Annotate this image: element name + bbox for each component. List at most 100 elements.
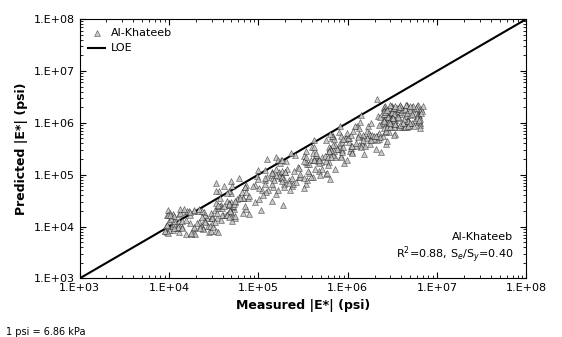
Al-Khateeb <box>260 177 269 183</box>
Al-Khateeb <box>386 110 395 115</box>
Al-Khateeb <box>230 215 239 220</box>
Al-Khateeb <box>226 201 235 207</box>
Al-Khateeb <box>350 123 359 128</box>
Al-Khateeb <box>411 111 420 116</box>
Al-Khateeb <box>375 134 384 140</box>
Al-Khateeb <box>359 132 368 137</box>
Al-Khateeb <box>389 111 398 117</box>
Al-Khateeb <box>271 191 280 197</box>
Al-Khateeb <box>165 227 174 232</box>
Al-Khateeb <box>201 212 210 217</box>
Al-Khateeb <box>348 149 357 155</box>
Al-Khateeb <box>305 170 314 176</box>
Al-Khateeb <box>408 111 417 116</box>
Al-Khateeb <box>242 207 251 212</box>
Al-Khateeb <box>413 116 422 121</box>
Al-Khateeb <box>224 201 233 207</box>
Al-Khateeb <box>207 215 216 221</box>
Al-Khateeb <box>245 193 254 199</box>
Al-Khateeb <box>169 212 178 217</box>
Al-Khateeb <box>372 96 381 101</box>
Al-Khateeb <box>163 208 172 213</box>
Al-Khateeb <box>225 188 234 193</box>
Al-Khateeb <box>167 223 176 228</box>
Al-Khateeb <box>382 128 391 134</box>
Al-Khateeb <box>386 120 395 126</box>
Al-Khateeb <box>178 218 187 224</box>
Al-Khateeb <box>398 107 407 112</box>
Al-Khateeb <box>396 103 405 109</box>
Al-Khateeb <box>189 207 198 213</box>
Al-Khateeb <box>329 142 338 147</box>
Al-Khateeb <box>178 209 187 215</box>
Al-Khateeb <box>211 207 220 212</box>
Al-Khateeb <box>255 196 264 201</box>
Al-Khateeb <box>330 154 339 159</box>
Al-Khateeb <box>258 187 267 192</box>
Al-Khateeb <box>204 223 213 228</box>
Al-Khateeb <box>196 223 205 228</box>
Al-Khateeb <box>365 130 374 136</box>
Al-Khateeb <box>330 142 339 147</box>
Al-Khateeb <box>387 119 396 125</box>
Al-Khateeb <box>206 228 215 234</box>
Al-Khateeb <box>391 131 400 136</box>
Al-Khateeb <box>235 175 244 181</box>
Al-Khateeb <box>280 181 289 187</box>
Al-Khateeb <box>403 124 412 130</box>
Al-Khateeb <box>401 114 410 119</box>
Al-Khateeb <box>328 152 337 157</box>
Al-Khateeb <box>303 178 312 183</box>
Al-Khateeb <box>175 210 184 216</box>
Al-Khateeb <box>228 219 237 224</box>
Al-Khateeb <box>219 213 228 218</box>
Al-Khateeb <box>273 187 282 192</box>
Al-Khateeb <box>241 183 250 188</box>
Al-Khateeb <box>162 223 171 229</box>
Al-Khateeb <box>296 174 305 180</box>
Al-Khateeb <box>386 122 395 127</box>
Al-Khateeb <box>216 203 225 208</box>
Al-Khateeb <box>164 218 173 223</box>
Al-Khateeb <box>380 121 389 126</box>
Al-Khateeb <box>417 106 426 112</box>
Al-Khateeb <box>314 158 323 163</box>
Al-Khateeb <box>253 167 262 172</box>
Al-Khateeb <box>214 205 223 211</box>
Al-Khateeb <box>408 120 417 125</box>
Al-Khateeb <box>383 108 392 114</box>
Al-Khateeb <box>360 151 369 157</box>
Al-Khateeb <box>222 198 231 204</box>
Al-Khateeb <box>160 228 169 233</box>
Al-Khateeb <box>329 136 338 142</box>
Al-Khateeb <box>316 160 325 165</box>
Al-Khateeb <box>200 219 209 224</box>
Al-Khateeb <box>411 106 420 112</box>
Al-Khateeb <box>374 136 383 142</box>
Al-Khateeb <box>342 157 351 162</box>
Al-Khateeb <box>337 147 346 152</box>
Al-Khateeb <box>228 183 237 189</box>
Al-Khateeb <box>383 107 392 112</box>
Al-Khateeb <box>201 219 210 224</box>
Al-Khateeb <box>337 154 346 159</box>
Al-Khateeb <box>286 187 295 193</box>
Al-Khateeb <box>207 221 216 226</box>
Al-Khateeb <box>390 132 399 138</box>
Al-Khateeb <box>166 211 175 216</box>
Al-Khateeb <box>300 159 309 164</box>
Al-Khateeb <box>291 179 300 185</box>
Al-Khateeb <box>225 202 234 208</box>
Legend: Al-Khateeb, LOE: Al-Khateeb, LOE <box>85 25 175 57</box>
Al-Khateeb <box>401 102 410 108</box>
Al-Khateeb <box>225 214 234 219</box>
Al-Khateeb <box>417 109 426 114</box>
Al-Khateeb <box>295 165 304 171</box>
Al-Khateeb <box>380 118 389 124</box>
Al-Khateeb <box>366 120 375 125</box>
Al-Khateeb <box>373 138 382 143</box>
Al-Khateeb <box>184 208 193 214</box>
Al-Khateeb <box>212 215 221 220</box>
Al-Khateeb <box>300 185 309 190</box>
Al-Khateeb <box>288 175 297 180</box>
